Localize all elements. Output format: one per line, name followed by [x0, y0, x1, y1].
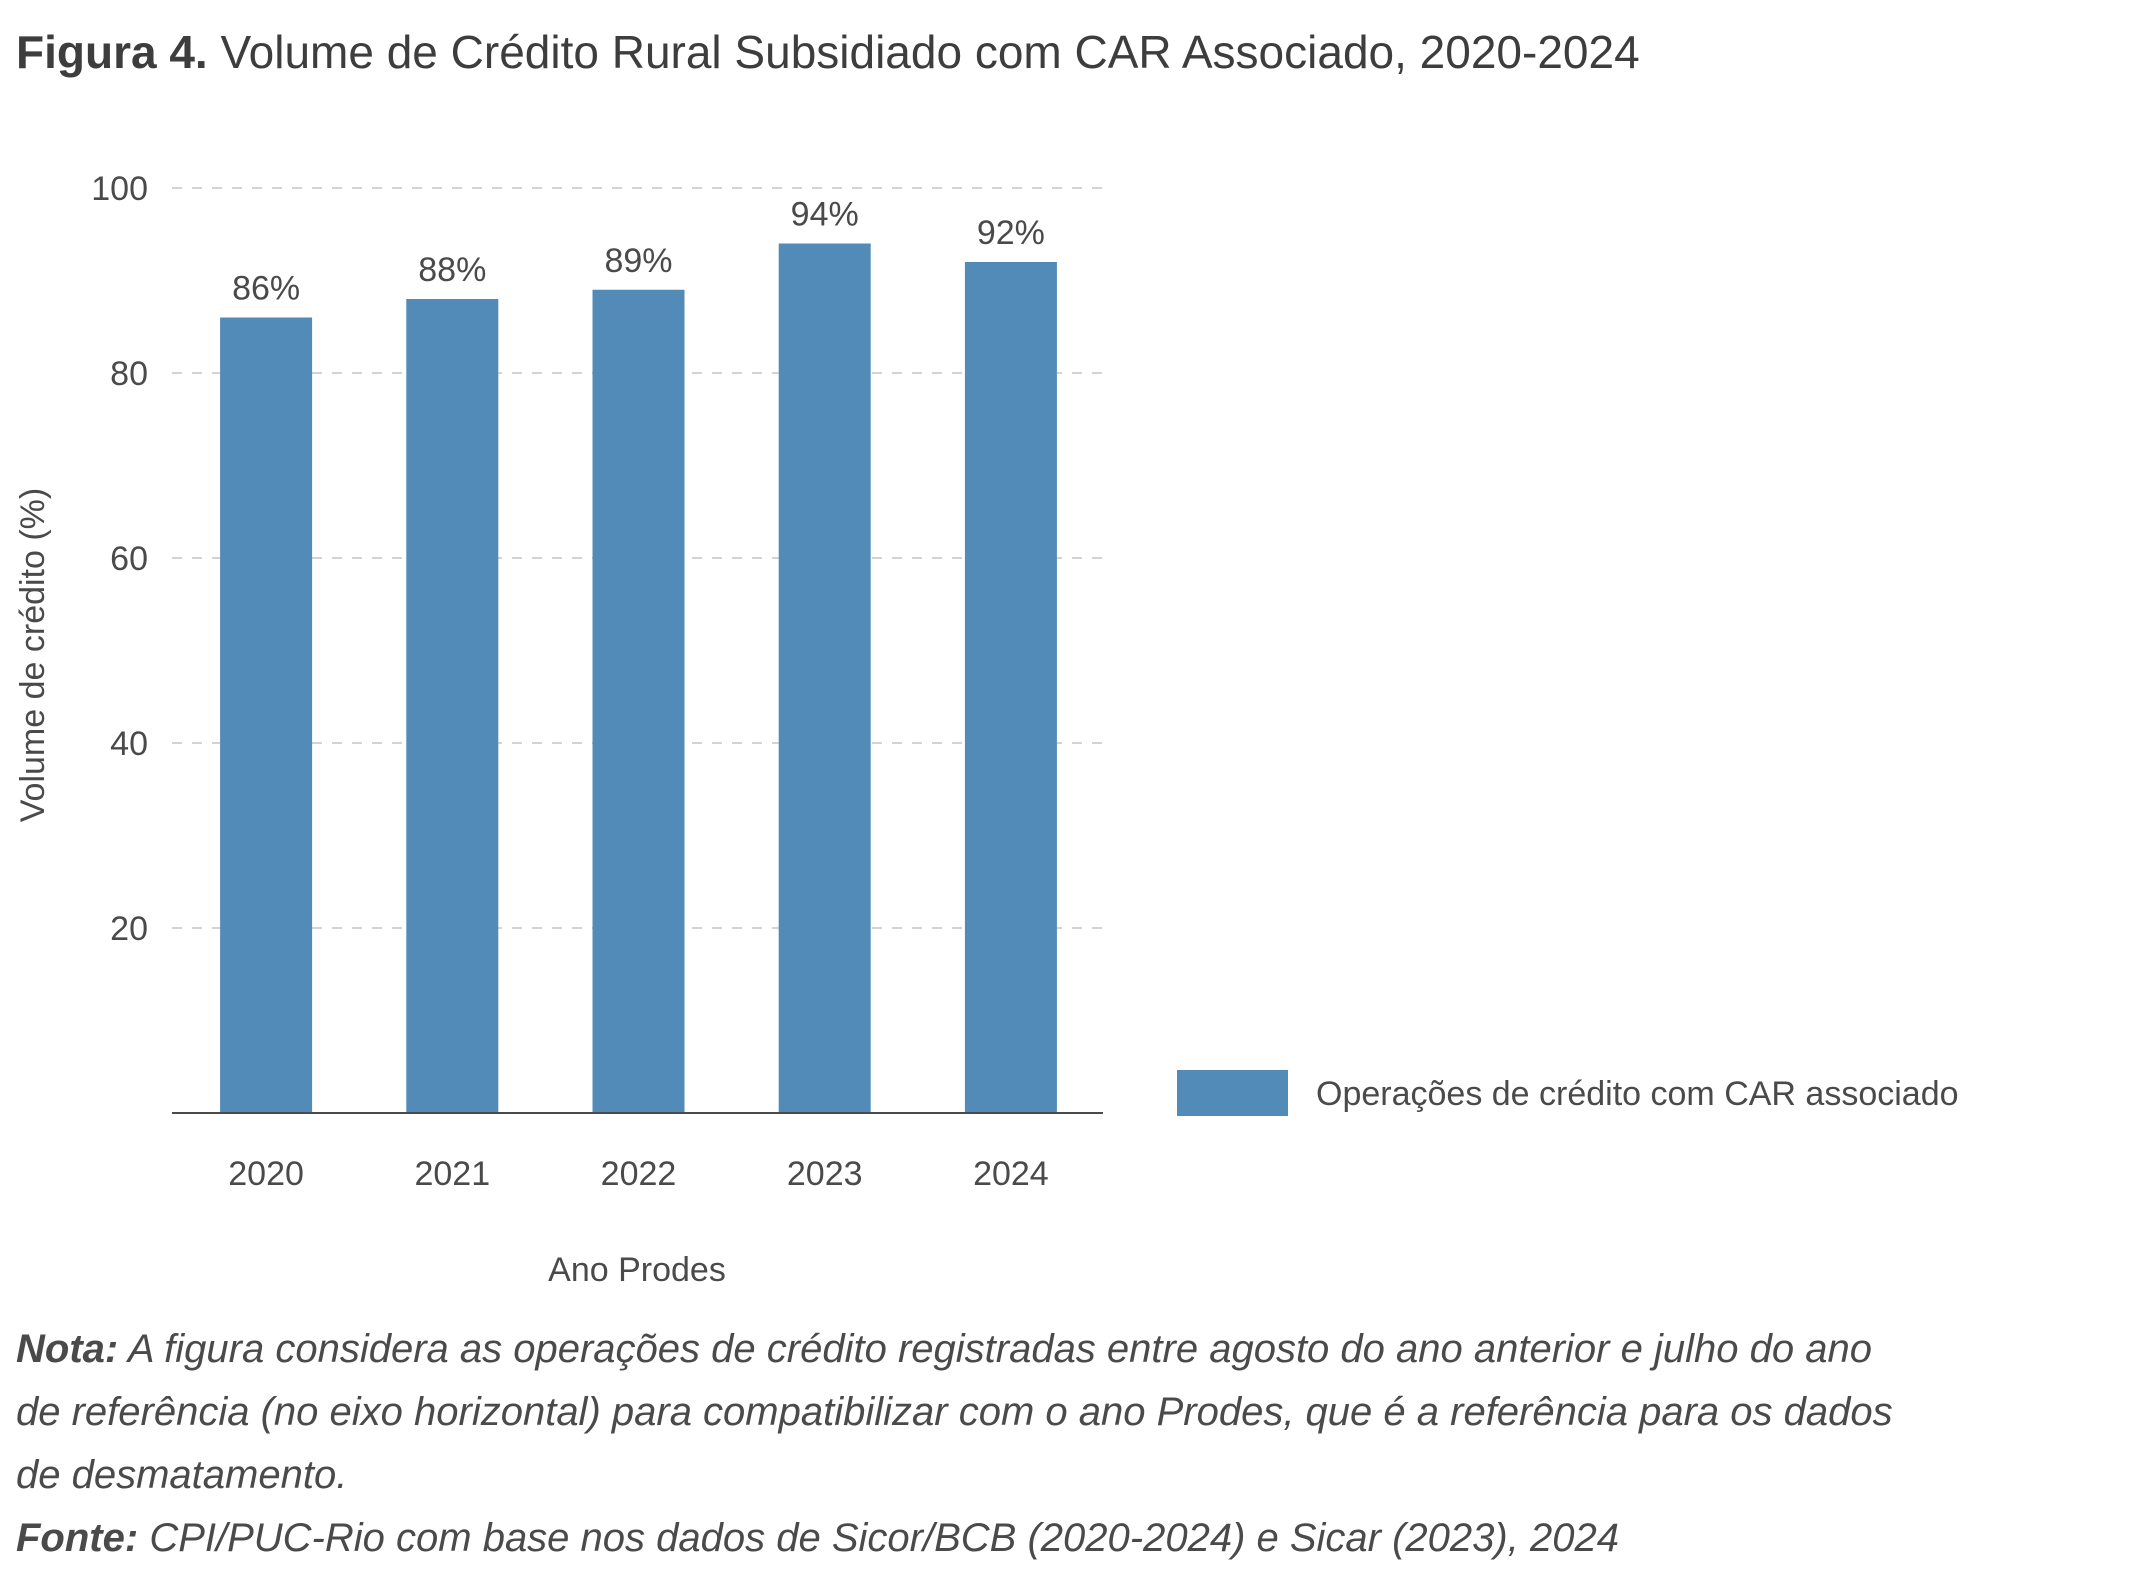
y-tick-label: 20: [110, 910, 148, 948]
source-lead: Fonte:: [16, 1516, 139, 1560]
y-axis-title: Volume de crédito (%): [14, 488, 52, 823]
y-tick-label: 100: [91, 170, 148, 208]
source-paragraph: Fonte: CPI/PUC-Rio com base nos dados de…: [16, 1507, 2096, 1570]
y-axis-ticks: 20 40 60 80 100: [91, 170, 148, 948]
bar: [778, 243, 871, 1113]
bar: [406, 299, 499, 1113]
bar-value-label: 92%: [977, 214, 1045, 252]
data-labels: 86% 88% 89% 94% 92%: [232, 196, 1045, 308]
bars: [220, 243, 1057, 1113]
x-tick-label: 2023: [787, 1155, 863, 1193]
legend-label: Operações de crédito com CAR associado: [1316, 1075, 1959, 1113]
legend: Operações de crédito com CAR associado: [1177, 1070, 1959, 1116]
bar-value-label: 88%: [418, 251, 486, 289]
bar-value-label: 89%: [604, 242, 672, 280]
note-text: A figura considera as operações de crédi…: [16, 1327, 1893, 1497]
bar: [220, 317, 313, 1113]
y-tick-label: 60: [110, 540, 148, 578]
note-lead: Nota:: [16, 1327, 119, 1371]
figure-number: Figura 4.: [16, 26, 208, 78]
x-tick-label: 2021: [414, 1155, 490, 1193]
x-axis-ticks: 2020 2021 2022 2023 2024: [228, 1155, 1048, 1193]
y-tick-label: 80: [110, 355, 148, 393]
figure-notes: Nota: A figura considera as operações de…: [16, 1318, 2096, 1570]
x-tick-label: 2020: [228, 1155, 304, 1193]
bar: [592, 289, 685, 1113]
source-text: CPI/PUC-Rio com base nos dados de Sicor/…: [149, 1516, 1619, 1560]
note-paragraph: Nota: A figura considera as operações de…: [16, 1318, 1916, 1507]
x-tick-label: 2022: [601, 1155, 677, 1193]
x-tick-label: 2024: [973, 1155, 1049, 1193]
bar: [964, 262, 1057, 1113]
bar-chart: 20 40 60 80 100 86% 88% 89% 94% 92% 2020 2021 2022…: [14, 170, 1959, 1289]
figure-caption: Volume de Crédito Rural Subsidiado com C…: [220, 26, 1640, 78]
bar-value-label: 86%: [232, 270, 300, 308]
legend-swatch: [1177, 1070, 1288, 1116]
figure-title: Figura 4. Volume de Crédito Rural Subsid…: [16, 22, 1640, 82]
bar-value-label: 94%: [791, 196, 859, 234]
y-tick-label: 40: [110, 725, 148, 763]
x-axis-title: Ano Prodes: [548, 1251, 726, 1289]
